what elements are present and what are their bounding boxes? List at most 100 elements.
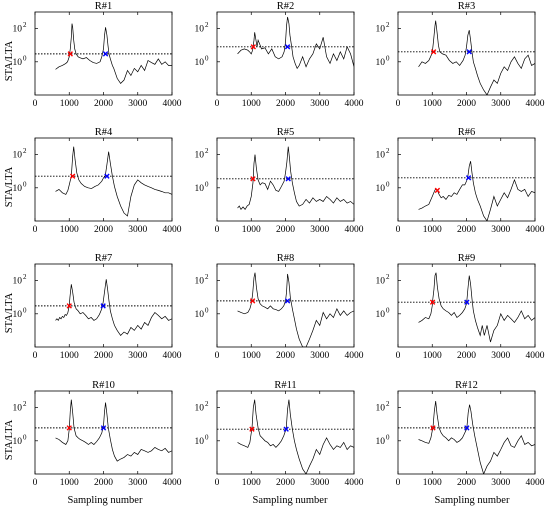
panel-8-marker-1 bbox=[249, 298, 256, 304]
panel-10-ytick-exponent: 2 bbox=[23, 400, 27, 408]
panel-12-marker-1 bbox=[430, 425, 436, 431]
panel-7-xtick-label: 2000 bbox=[94, 351, 113, 361]
panel-8-xtick-label: 3000 bbox=[310, 351, 329, 361]
panel-7-xtick-label: 1000 bbox=[60, 351, 79, 361]
panel-2-ytick-exponent: 0 bbox=[205, 54, 209, 62]
panel-3-xtick-label: 4000 bbox=[526, 99, 545, 109]
panel-9-xtick-label: 1000 bbox=[423, 351, 442, 361]
panel-8-ytick-label: 10 bbox=[195, 310, 205, 320]
panel-3-ytick-label: 10 bbox=[376, 58, 386, 68]
panel-4-xtick-label: 3000 bbox=[128, 225, 147, 235]
panel-12-ytick-exponent: 2 bbox=[386, 400, 390, 408]
panel-5-marker-2 bbox=[285, 176, 291, 182]
panel-8-xtick-label: 2000 bbox=[276, 351, 295, 361]
panel-8-ytick-label: 10 bbox=[195, 277, 205, 287]
x-axis-label-col-1: Sampling number bbox=[68, 495, 143, 506]
panel-10-xtick-label: 4000 bbox=[163, 478, 182, 488]
panel-6-xtick-label: 2000 bbox=[457, 225, 476, 235]
panel-6-ytick-label: 10 bbox=[376, 184, 386, 194]
panel-8-xtick-label: 4000 bbox=[345, 351, 364, 361]
panel-1-ytick-exponent: 2 bbox=[23, 21, 27, 29]
panel-5-ytick-exponent: 2 bbox=[205, 147, 209, 155]
panel-4-title: R#4 bbox=[95, 127, 113, 138]
panel-8-title: R#8 bbox=[277, 253, 295, 264]
panel-6-marker-1 bbox=[434, 187, 441, 194]
panel-6-marker-2 bbox=[465, 175, 472, 181]
panel-11-xtick-label: 3000 bbox=[310, 478, 329, 488]
panel-10-series-line bbox=[55, 399, 172, 462]
panel-4-xtick-label: 2000 bbox=[94, 225, 113, 235]
panel-3-series-line bbox=[418, 20, 535, 95]
panel-7-xtick-label: 3000 bbox=[128, 351, 147, 361]
panel-1-marker-2 bbox=[102, 51, 109, 57]
panel-12-xtick-label: 4000 bbox=[526, 478, 545, 488]
panel-2-xtick-label: 4000 bbox=[345, 99, 364, 109]
panel-1-ytick-exponent: 0 bbox=[23, 54, 27, 62]
panel-9-ytick-label: 10 bbox=[376, 310, 386, 320]
panel-7-ytick-exponent: 2 bbox=[23, 273, 27, 281]
panel-6-xtick-label: 3000 bbox=[491, 225, 510, 235]
panel-2-xtick-label: 2000 bbox=[276, 99, 295, 109]
panel-4-ytick-exponent: 2 bbox=[23, 147, 27, 155]
panel-1-xtick-label: 1000 bbox=[60, 99, 79, 109]
panel-12-xtick-label: 0 bbox=[396, 478, 401, 488]
panel-5-xtick-label: 4000 bbox=[345, 225, 364, 235]
panel-1-ytick-label: 10 bbox=[13, 58, 23, 68]
panel-11-ytick-exponent: 2 bbox=[205, 400, 209, 408]
panel-10-xtick-label: 2000 bbox=[94, 478, 113, 488]
panel-9-xtick-label: 0 bbox=[396, 351, 401, 361]
panel-3-xtick-label: 1000 bbox=[423, 99, 442, 109]
panel-10-xtick-label: 0 bbox=[33, 478, 38, 488]
panel-4-xtick-label: 0 bbox=[33, 225, 38, 235]
panel-12-ytick-exponent: 0 bbox=[386, 433, 390, 441]
panel-10-ytick-label: 10 bbox=[13, 437, 23, 447]
panel-1-ytick-label: 10 bbox=[13, 25, 23, 35]
panel-4-ytick-label: 10 bbox=[13, 184, 23, 194]
panel-7-ytick-label: 10 bbox=[13, 277, 23, 287]
panel-4-ytick-exponent: 0 bbox=[23, 180, 27, 188]
panel-2-marker-2 bbox=[284, 44, 291, 50]
panel-11-xtick-label: 1000 bbox=[242, 478, 261, 488]
y-axis-label-row-1: STA/LTA bbox=[4, 40, 15, 81]
panel-8-xtick-label: 0 bbox=[215, 351, 220, 361]
panel-8-ytick-exponent: 2 bbox=[205, 273, 209, 281]
panel-7-xtick-label: 4000 bbox=[163, 351, 182, 361]
panel-6-ytick-exponent: 0 bbox=[386, 180, 390, 188]
x-axis-label-col-2: Sampling number bbox=[253, 495, 328, 506]
panel-11-series-line bbox=[237, 399, 354, 474]
panel-1-title: R#1 bbox=[95, 1, 113, 12]
panel-3-marker-1 bbox=[430, 49, 437, 55]
panel-5-ytick-label: 10 bbox=[195, 151, 205, 161]
panel-12-ytick-label: 10 bbox=[376, 404, 386, 414]
panel-12-ytick-label: 10 bbox=[376, 437, 386, 447]
panel-11-ytick-label: 10 bbox=[195, 437, 205, 447]
panel-11-xtick-label: 0 bbox=[215, 478, 220, 488]
panel-3-xtick-label: 0 bbox=[396, 99, 401, 109]
panel-11-ytick-label: 10 bbox=[195, 404, 205, 414]
panel-5-ytick-label: 10 bbox=[195, 184, 205, 194]
panel-3-ytick-label: 10 bbox=[376, 25, 386, 35]
panel-6-ytick-label: 10 bbox=[376, 151, 386, 161]
panel-1-xtick-label: 4000 bbox=[163, 99, 182, 109]
panel-11-xtick-label: 4000 bbox=[345, 478, 364, 488]
panel-8-series-line bbox=[237, 272, 354, 347]
panel-5-xtick-label: 3000 bbox=[310, 225, 329, 235]
panel-7-title: R#7 bbox=[95, 253, 113, 264]
panel-6-ytick-exponent: 2 bbox=[386, 147, 390, 155]
panel-7-xtick-label: 0 bbox=[33, 351, 38, 361]
panel-1-xtick-label: 3000 bbox=[128, 99, 147, 109]
panel-7-marker-2 bbox=[100, 303, 106, 309]
panel-12-series-line bbox=[418, 400, 535, 474]
panel-7-ytick-label: 10 bbox=[13, 310, 23, 320]
panel-8-ytick-exponent: 0 bbox=[205, 306, 209, 314]
panel-4-xtick-label: 4000 bbox=[163, 225, 182, 235]
panel-6-xtick-label: 0 bbox=[396, 225, 401, 235]
panel-6-xtick-label: 1000 bbox=[423, 225, 442, 235]
panel-2-title: R#2 bbox=[277, 1, 295, 12]
